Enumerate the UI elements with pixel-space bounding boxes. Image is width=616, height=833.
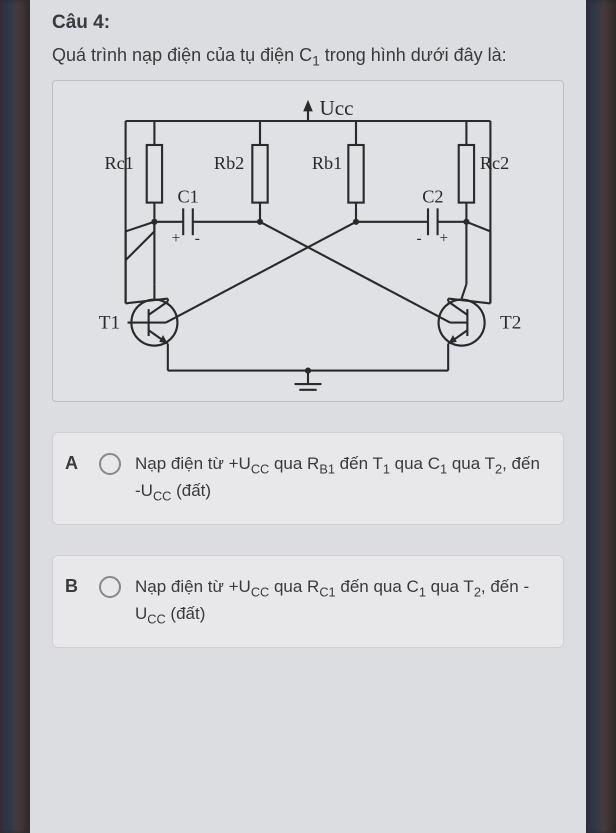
question-title: Câu 4: — [52, 12, 564, 34]
circuit-diagram: UccRc1Rb2Rb1Rc2C1+-C2-+T1T2 — [52, 80, 564, 402]
right-edge-strip — [586, 0, 616, 833]
svg-text:Rc2: Rc2 — [480, 153, 509, 173]
radio-icon[interactable] — [99, 576, 121, 598]
option-text: Nạp điện từ +UCC qua RC1 đến qua C1 qua … — [135, 574, 547, 629]
svg-text:Rc1: Rc1 — [104, 153, 133, 173]
option-b[interactable]: B Nạp điện từ +UCC qua RC1 đến qua C1 qu… — [52, 555, 564, 648]
svg-text:C1: C1 — [177, 186, 198, 206]
radio-icon[interactable] — [99, 453, 121, 475]
option-letter: B — [65, 574, 85, 597]
svg-text:Ucc: Ucc — [320, 96, 354, 120]
svg-text:C2: C2 — [422, 186, 443, 206]
question-text: Quá trình nạp điện của tụ điện C1 trong … — [52, 42, 564, 72]
circuit-svg: UccRc1Rb2Rb1Rc2C1+-C2-+T1T2 — [68, 91, 548, 391]
svg-text:+: + — [172, 230, 181, 247]
svg-text:T1: T1 — [99, 312, 120, 333]
option-a[interactable]: A Nạp điện từ +UCC qua RB1 đến T1 qua C1… — [52, 432, 564, 525]
svg-text:+: + — [440, 230, 449, 247]
svg-text:-: - — [195, 230, 200, 247]
option-text: Nạp điện từ +UCC qua RB1 đến T1 qua C1 q… — [135, 451, 547, 506]
svg-text:-: - — [416, 230, 421, 247]
page-content: Câu 4: Quá trình nạp điện của tụ điện C1… — [30, 0, 586, 833]
svg-text:Rb2: Rb2 — [214, 153, 244, 173]
left-edge-strip — [0, 0, 30, 833]
svg-text:T2: T2 — [500, 312, 521, 333]
option-letter: A — [65, 451, 85, 474]
svg-text:Rb1: Rb1 — [312, 153, 342, 173]
